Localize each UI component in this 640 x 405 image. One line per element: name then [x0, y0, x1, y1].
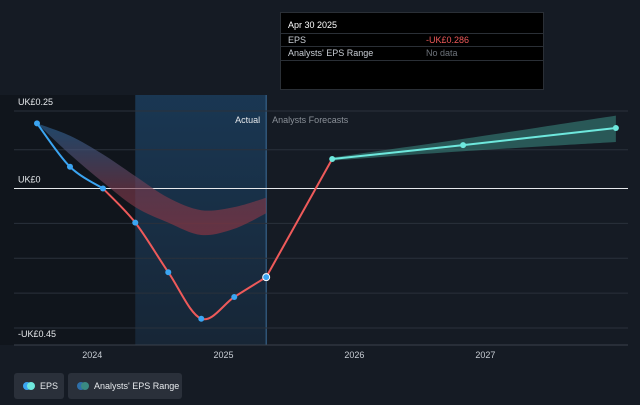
eps-point	[34, 120, 40, 127]
legend-range-label: Analysts' EPS Range	[94, 381, 180, 391]
tooltip-row-range: Analysts' EPS Range No data	[281, 46, 543, 61]
x-tick-2026: 2026	[344, 350, 364, 360]
eps-line-negative	[102, 187, 267, 321]
eps-point	[66, 163, 73, 170]
forecast-line-rise	[265, 158, 334, 278]
tooltip-range-value: No data	[426, 48, 458, 58]
eps-point	[99, 185, 106, 192]
tooltip-eps-label: EPS	[288, 35, 307, 45]
forecast-point	[329, 156, 336, 163]
x-tick-2027: 2027	[475, 350, 495, 360]
legend-eps-label: EPS	[40, 381, 59, 391]
y-label-bottom: -UK£0.45	[18, 329, 56, 339]
tooltip-row-eps: EPS -UK£0.286	[281, 33, 543, 47]
analyst-range-band-forecast	[332, 115, 616, 161]
y-label-zero: UK£0	[18, 175, 41, 185]
forecast-point	[460, 142, 467, 149]
section-label-forecast: Analysts Forecasts	[272, 115, 349, 125]
past-shading	[0, 95, 136, 345]
eps-legend-icon-2	[27, 382, 35, 390]
eps-point	[165, 269, 172, 276]
x-tick-2025: 2025	[213, 350, 233, 360]
analyst-range-band-past	[37, 123, 267, 236]
x-tick-2024: 2024	[82, 350, 102, 360]
eps-point	[132, 219, 139, 226]
y-label-top: UK£0.25	[18, 97, 53, 107]
section-label-actual: Actual	[235, 115, 260, 125]
tooltip: Apr 30 2025 EPS -UK£0.286 Analysts' EPS …	[280, 12, 544, 90]
eps-point	[262, 273, 271, 282]
tooltip-date: Apr 30 2025	[288, 20, 338, 30]
forecast-point	[612, 125, 619, 132]
tooltip-eps-value: -UK£0.286	[426, 35, 470, 45]
eps-point	[231, 294, 238, 300]
eps-point	[198, 315, 205, 322]
legend-range-button[interactable]: Analysts' EPS Range	[68, 373, 182, 399]
tooltip-range-label: Analysts' EPS Range	[288, 48, 374, 58]
range-legend-icon-2	[81, 382, 89, 390]
legend-eps-button[interactable]: EPS	[14, 373, 64, 399]
